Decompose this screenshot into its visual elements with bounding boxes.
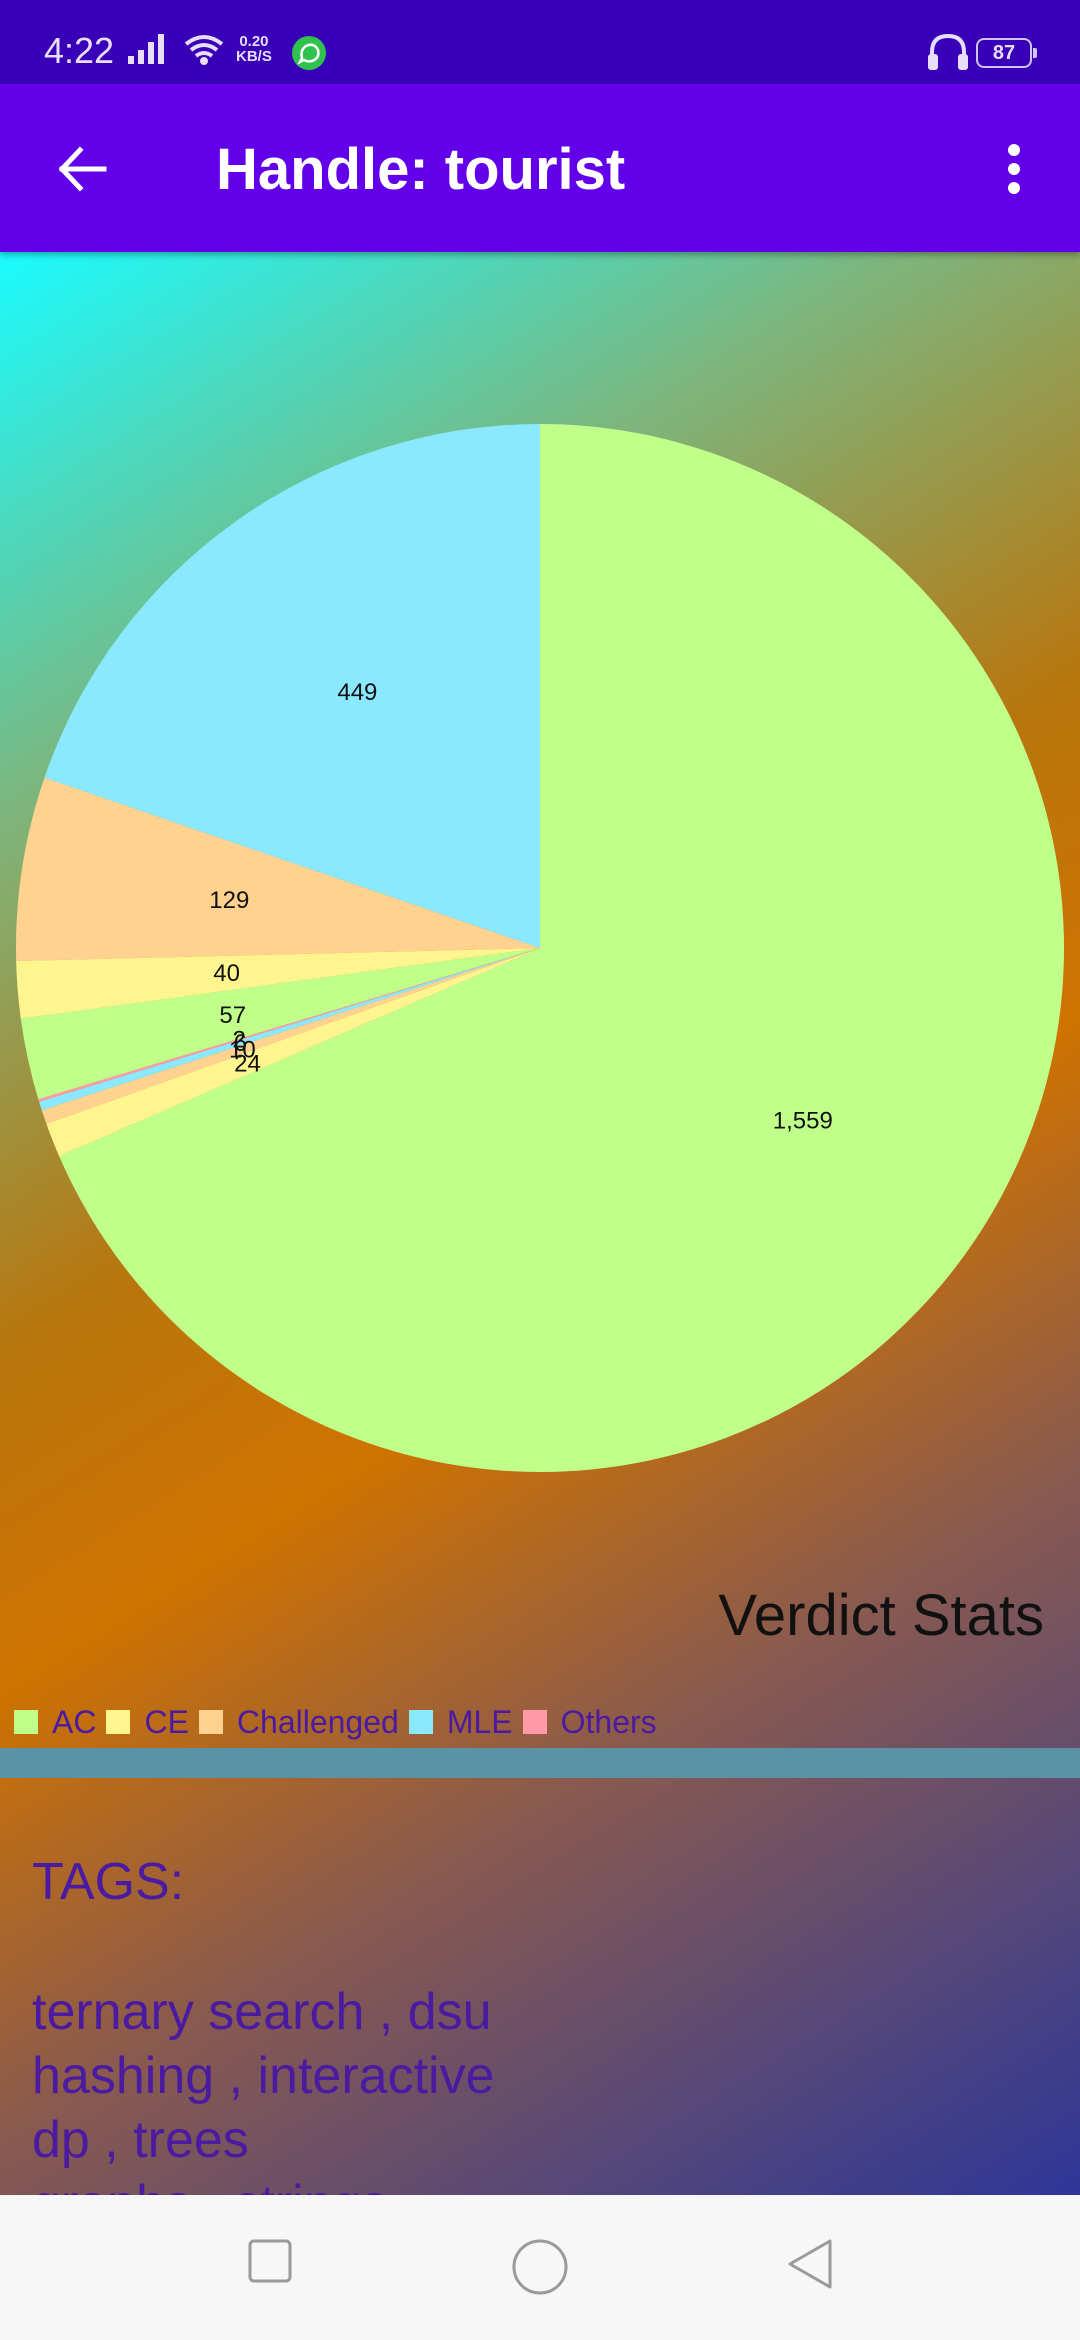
legend-item-ce: CE (106, 1703, 189, 1741)
legend-swatch (14, 1710, 38, 1734)
legend-label: MLE (446, 1703, 513, 1740)
signal-icon (128, 34, 164, 64)
status-time: 4:22 (44, 30, 115, 71)
profile-content[interactable]: 1,559 24 10 6 2 57 40 129 449 Verdict Stats AC CE… (0, 252, 1080, 2195)
pie-label-6: 40 (213, 960, 240, 987)
legend-label: CE (144, 1703, 189, 1740)
chart-legend: AC CE Challenged MLE Others (14, 1702, 667, 1742)
legend-item-others: Others (522, 1703, 657, 1741)
pie-slice-challenged-7 (15, 777, 540, 962)
status-bar: 4:22 0.20 KB/S 87 (0, 0, 1080, 84)
pie-slice-challenged-2 (41, 948, 540, 1124)
pie-slice-ce-1 (46, 948, 540, 1157)
pie-slices (15, 424, 1065, 1472)
page-title: Handle: tourist (216, 137, 626, 202)
system-nav-bar (0, 2195, 1080, 2340)
network-speed-unit: KB/S (236, 48, 272, 65)
pie-slice-others-4 (38, 948, 540, 1102)
legend-item-ac: AC (14, 1704, 96, 1741)
legend-swatch (408, 1710, 433, 1734)
legend-label: Challenged (236, 1703, 399, 1740)
legend-label: Others (560, 1703, 657, 1740)
legend-swatch (522, 1710, 547, 1734)
chart-title: Verdict Stats (718, 1583, 1044, 1648)
pie-label-0: 1,559 (773, 1108, 833, 1135)
legend-swatch (198, 1710, 223, 1734)
tag-line: graphs , strings (32, 2172, 495, 2195)
pie-slice-mle-8 (44, 424, 541, 948)
network-speed-value: 0.20 (239, 33, 269, 50)
tag-line: dp , trees (32, 2111, 249, 2169)
network-speed: 0.20 KB/S (236, 34, 272, 64)
headset-icon (928, 33, 968, 70)
pie-slice-ac-0 (59, 424, 1065, 1472)
pie-slice-ce-6 (16, 948, 540, 1019)
tag-line: ternary search , dsu (32, 1983, 492, 2041)
pie-label-3: 6 (234, 1030, 247, 1057)
wifi-icon (184, 35, 224, 65)
legend-swatch (106, 1710, 131, 1734)
pie-label-5: 57 (219, 1002, 246, 1029)
recents-button[interactable] (246, 2237, 294, 2285)
pie-label-1: 24 (234, 1050, 261, 1077)
section-divider (0, 1748, 1080, 1778)
back-nav-button[interactable] (784, 2237, 836, 2291)
app-bar: Handle: tourist (0, 84, 1080, 252)
pie-label-4: 2 (233, 1027, 246, 1054)
legend-item-challenged: Challenged (198, 1703, 399, 1741)
signal-wifi-icons (128, 34, 224, 65)
whatsapp-icon (292, 36, 326, 70)
legend-item-mle: MLE (408, 1703, 513, 1741)
more-options-icon[interactable] (992, 136, 1036, 202)
tags-list: ternary search , dsu hashing , interactiv… (32, 1980, 495, 2195)
back-arrow-icon[interactable] (50, 136, 116, 202)
pie-slice-mle-3 (39, 948, 540, 1111)
pie-label-2: 10 (229, 1036, 256, 1063)
tags-heading: TAGS: (32, 1853, 185, 1911)
home-button[interactable] (510, 2237, 570, 2297)
pie-slice-ac-5 (20, 948, 541, 1100)
tag-line: hashing , interactive (32, 2047, 495, 2105)
legend-label: AC (52, 1703, 97, 1740)
pie-label-8: 449 (337, 679, 377, 706)
battery-indicator: 87 (976, 38, 1037, 68)
pie-label-7: 129 (209, 887, 249, 914)
